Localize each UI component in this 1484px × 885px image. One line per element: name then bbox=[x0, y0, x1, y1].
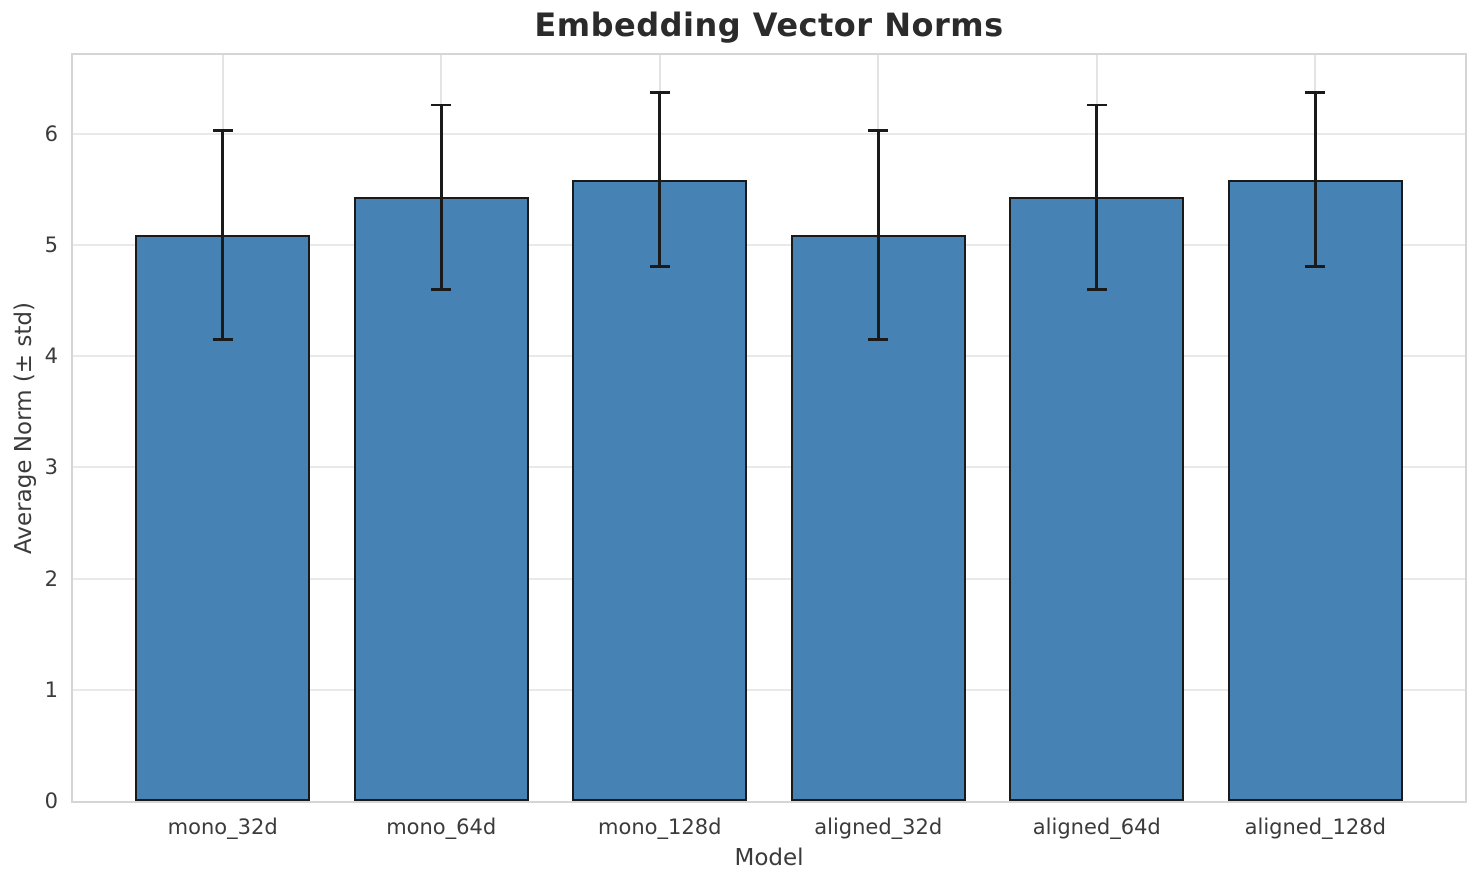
error-bar-cap bbox=[1305, 264, 1326, 268]
error-bar-cap bbox=[212, 338, 233, 341]
gridline-horizontal bbox=[73, 577, 1465, 580]
gridline-horizontal bbox=[73, 466, 1465, 469]
y-tick-label: 6 bbox=[44, 121, 58, 146]
x-tick-label: mono_32d bbox=[167, 815, 278, 839]
bar-mono_128d bbox=[572, 179, 748, 801]
error-bar-cap bbox=[868, 338, 889, 341]
x-tick-label: mono_64d bbox=[386, 815, 497, 839]
error-bar-cap bbox=[1086, 103, 1107, 107]
chart-title: Embedding Vector Norms bbox=[534, 6, 1004, 44]
error-bar-line bbox=[658, 92, 662, 267]
bar-aligned_128d bbox=[1227, 179, 1403, 801]
error-bar-line bbox=[1095, 105, 1099, 290]
x-axis-label: Model bbox=[734, 845, 804, 871]
error-bar-cap bbox=[868, 129, 889, 132]
error-bar-line bbox=[221, 130, 225, 340]
x-tick-label: aligned_64d bbox=[1032, 815, 1161, 839]
x-tick-label: mono_128d bbox=[598, 815, 722, 839]
gridline-horizontal bbox=[73, 132, 1465, 135]
y-tick-label: 3 bbox=[44, 455, 58, 480]
bar-aligned_64d bbox=[1009, 197, 1185, 801]
error-bar-line bbox=[1313, 92, 1317, 267]
error-bar-line bbox=[876, 130, 880, 340]
y-axis-label: Average Norm (± std) bbox=[11, 302, 37, 554]
x-tick-label: aligned_32d bbox=[814, 815, 943, 839]
gridline-horizontal bbox=[73, 355, 1465, 358]
y-tick-label: 1 bbox=[44, 677, 58, 702]
error-bar-cap bbox=[212, 129, 233, 132]
error-bar-cap bbox=[431, 288, 452, 291]
error-bar-cap bbox=[649, 264, 670, 268]
gridline-horizontal bbox=[73, 244, 1465, 247]
y-tick-label: 0 bbox=[44, 789, 58, 813]
error-bar-cap bbox=[649, 91, 670, 95]
y-tick-label: 4 bbox=[44, 344, 58, 369]
plot-area bbox=[71, 53, 1467, 803]
error-bar-cap bbox=[431, 103, 452, 107]
y-tick-label: 5 bbox=[44, 233, 58, 258]
x-tick-label: aligned_128d bbox=[1244, 815, 1386, 839]
y-tick-label: 2 bbox=[44, 566, 58, 591]
gridline-horizontal bbox=[73, 688, 1465, 691]
error-bar-line bbox=[439, 105, 443, 290]
error-bar-cap bbox=[1086, 288, 1107, 291]
error-bar-cap bbox=[1305, 91, 1326, 95]
